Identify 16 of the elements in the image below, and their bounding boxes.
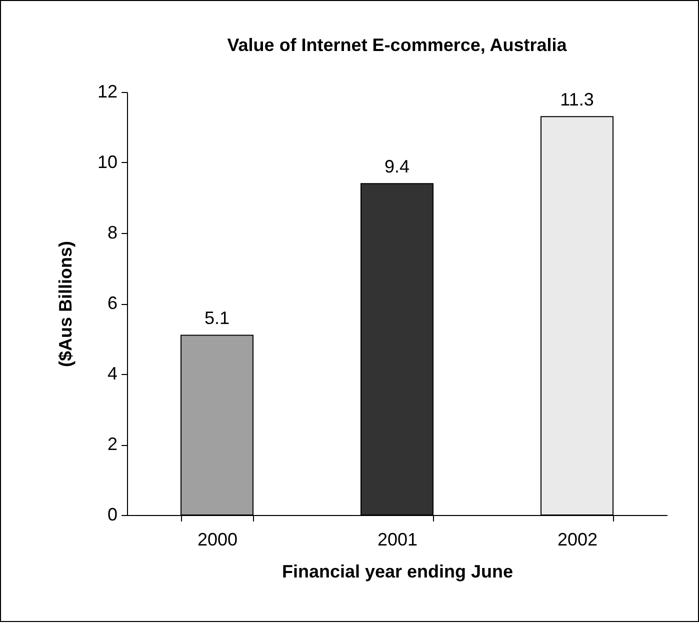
y-tick-label: 10 (97, 152, 118, 172)
x-tick-label: 2002 (557, 530, 598, 550)
data-label: 9.4 (384, 156, 410, 177)
y-tick-label: 6 (107, 293, 118, 313)
y-tick-label: 4 (107, 364, 118, 384)
data-label: 5.1 (204, 308, 230, 328)
y-tick-label: 0 (107, 504, 118, 524)
data-label: 11.3 (560, 90, 594, 110)
y-tick-label: 2 (107, 434, 118, 454)
x-axis-title: Financial year ending June (282, 562, 514, 582)
y-tick-label: 12 (97, 82, 118, 102)
y-tick-label: 8 (107, 222, 118, 242)
x-tick-label: 2000 (197, 530, 238, 550)
x-tick-label: 2001 (377, 530, 418, 550)
y-axis-title: ($Aus Billions) (55, 240, 76, 368)
chart-title: Value of Internet E-commerce, Australia (227, 35, 568, 55)
